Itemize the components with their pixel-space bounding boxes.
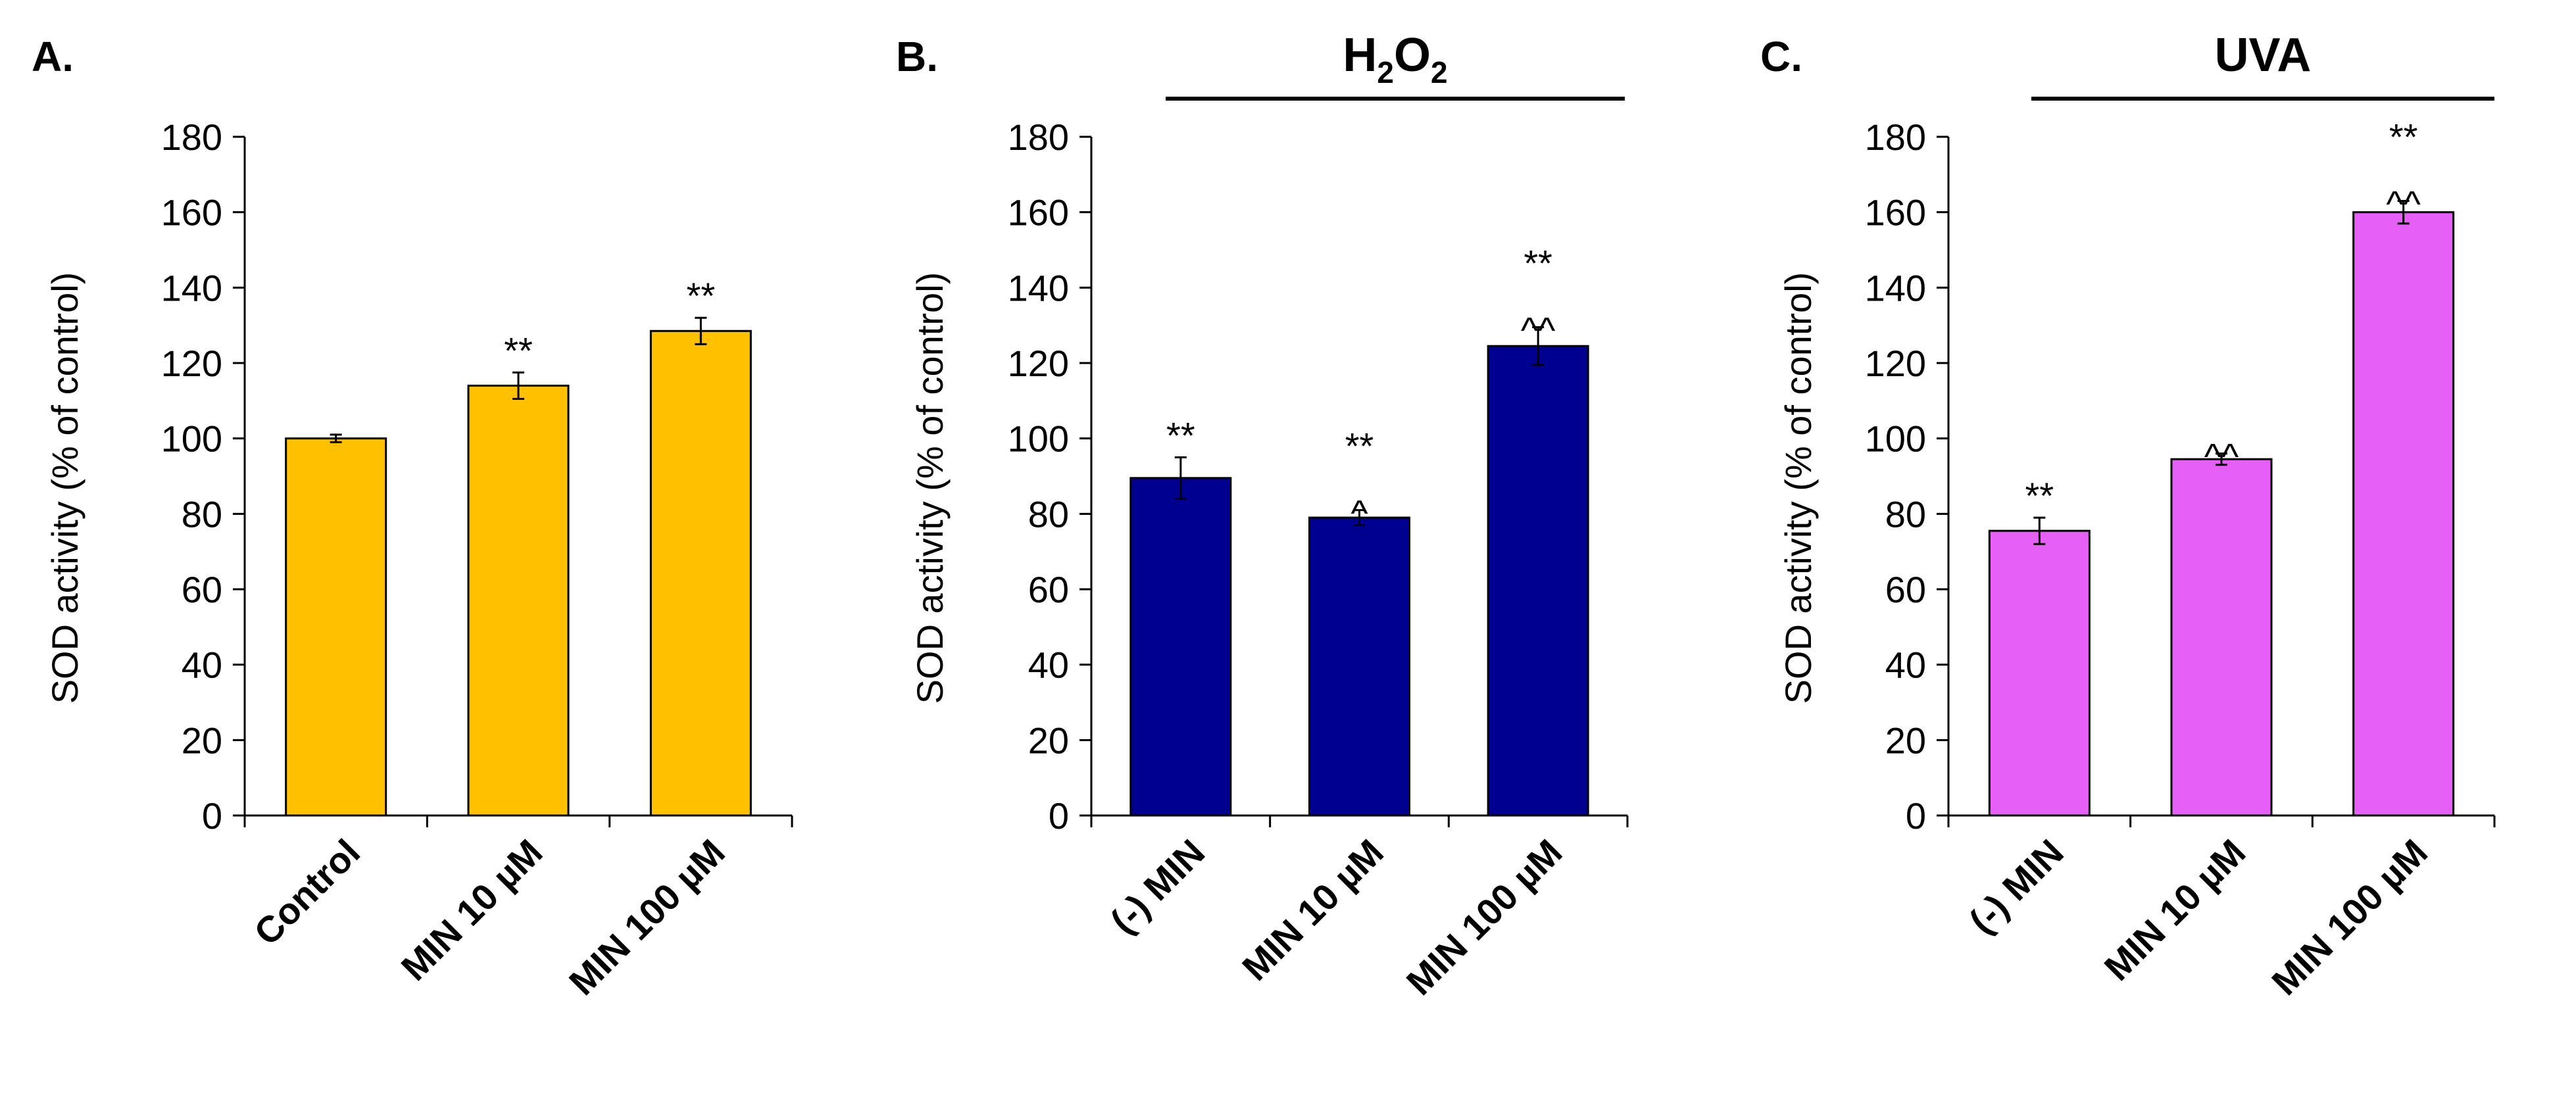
y-axis-label: SOD activity (% of control) — [44, 272, 86, 704]
y-tick-label: 80 — [1885, 493, 1926, 535]
y-tick-label: 120 — [161, 343, 222, 384]
y-tick-label: 20 — [1028, 719, 1069, 761]
bar-3 — [1487, 345, 1589, 817]
bar-2 — [1308, 516, 1410, 817]
chart-panel-1: A. SOD activity (% of control) 0 20 40 60 80 10… — [32, 33, 793, 1003]
y-tick-label: 140 — [161, 267, 222, 308]
bar-3 — [2352, 211, 2455, 817]
y-tick-label: 160 — [1865, 192, 1926, 233]
significance-label: ^^ — [2204, 436, 2239, 477]
y-tick-label: 0 — [202, 795, 222, 837]
y-tick-label: 180 — [1865, 116, 1926, 158]
category-label: MIN 100 µM — [1399, 831, 1570, 1003]
y-axis-label: SOD activity (% of control) — [1777, 272, 1819, 704]
y-tick-label: 160 — [161, 192, 222, 233]
category-label: MIN 10 µM — [393, 831, 551, 988]
y-tick-label: 80 — [1028, 493, 1069, 535]
significance-label: ** — [2389, 116, 2418, 157]
category-label: (-) MIN — [1961, 831, 2071, 942]
chart-panel-3: C. UVA SOD activity (% of control) 0 20 40 60 8… — [1760, 29, 2496, 1003]
panel-letter: B. — [896, 33, 938, 80]
y-tick-label: 60 — [1028, 569, 1069, 610]
bar-1 — [1988, 529, 2091, 817]
category-label: Control — [246, 831, 368, 953]
y-tick-label: 100 — [1008, 418, 1069, 460]
y-tick-label: 0 — [1049, 795, 1069, 837]
y-tick-label: 100 — [161, 418, 222, 460]
treatment-label: H2O2 — [1343, 29, 1447, 89]
y-tick-label: 40 — [182, 645, 222, 686]
y-tick-label: 60 — [1885, 569, 1926, 610]
bar-2 — [2170, 458, 2273, 817]
category-label: MIN 10 µM — [1234, 831, 1391, 988]
significance-label: ** — [504, 329, 533, 371]
y-tick-label: 60 — [182, 569, 222, 610]
bar-3 — [649, 329, 752, 817]
y-tick-label: 180 — [161, 116, 222, 158]
significance-label: ^^ — [2386, 183, 2421, 224]
chart-panel-2: B. H2O2 SOD activity (% of control) 0 20 40 60… — [896, 29, 1629, 1003]
bar-2 — [467, 384, 570, 817]
y-tick-label: 140 — [1008, 267, 1069, 308]
significance-label: ** — [687, 275, 716, 316]
significance-label: ** — [2025, 475, 2054, 516]
significance-label: ^^ — [1521, 310, 1556, 351]
y-tick-label: 40 — [1885, 645, 1926, 686]
y-tick-label: 180 — [1008, 116, 1069, 158]
category-label: MIN 100 µM — [2264, 831, 2435, 1003]
y-tick-label: 20 — [182, 719, 222, 761]
significance-label: ^ — [1350, 493, 1368, 534]
y-tick-label: 80 — [182, 493, 222, 535]
y-tick-label: 140 — [1865, 267, 1926, 308]
significance-label: ** — [1166, 414, 1195, 456]
y-tick-label: 120 — [1865, 343, 1926, 384]
category-label: MIN 10 µM — [2096, 831, 2254, 988]
y-axis-label: SOD activity (% of control) — [909, 272, 951, 704]
bar-1 — [1129, 477, 1232, 817]
y-tick-label: 0 — [1906, 795, 1926, 837]
panel-letter: C. — [1760, 33, 1802, 80]
significance-label: ** — [1523, 243, 1552, 284]
y-tick-label: 100 — [1865, 418, 1926, 460]
y-tick-label: 120 — [1008, 343, 1069, 384]
category-label: MIN 100 µM — [561, 831, 733, 1003]
y-tick-label: 20 — [1885, 719, 1926, 761]
category-label: (-) MIN — [1102, 831, 1213, 942]
y-tick-label: 40 — [1028, 645, 1069, 686]
significance-label: ** — [1345, 426, 1374, 467]
y-tick-label: 160 — [1008, 192, 1069, 233]
panel-letter: A. — [32, 33, 74, 80]
bar-1 — [285, 437, 387, 817]
treatment-label: UVA — [2215, 29, 2312, 82]
